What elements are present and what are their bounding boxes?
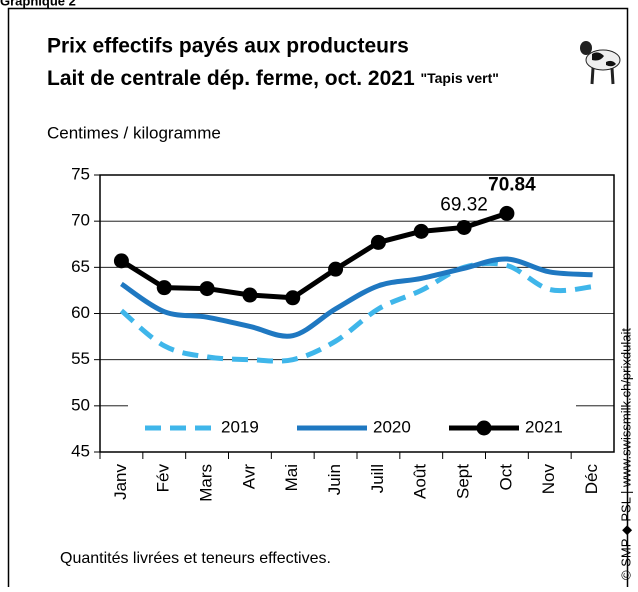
x-tick-label: Fév	[154, 464, 173, 493]
chart-subtitle: Lait de centrale dép. ferme, oct. 2021 "…	[47, 67, 499, 90]
series-line	[120, 256, 593, 339]
y-tick-label: 45	[71, 441, 90, 460]
subtitle-main: Lait de centrale dép. ferme, oct. 2021	[47, 67, 415, 90]
header: Graphique 2	[0, 0, 76, 8]
series-line	[120, 211, 508, 301]
legend-label: 2021	[525, 417, 563, 436]
y-tick-label: 50	[71, 395, 90, 414]
x-tick-label: Janv	[111, 464, 130, 500]
y-tick-label: 60	[71, 303, 90, 322]
marker	[199, 281, 215, 297]
x-tick-label: Déc	[582, 464, 601, 495]
x-tick-label: Juill	[368, 464, 387, 493]
frame	[7, 7, 629, 592]
y-tick-label: 55	[71, 349, 90, 368]
legend: 2019 2020 2021	[128, 405, 576, 445]
marker	[328, 261, 344, 277]
x-tick-label: Juin	[325, 464, 344, 495]
cow-icon	[580, 41, 621, 85]
x-tick-label: Août	[411, 464, 430, 499]
series-line	[119, 260, 593, 364]
source: © SMP ◆ PSL | www.swissmilk.ch/prixdulai…	[618, 328, 633, 580]
x-tick-label: Sept	[454, 464, 473, 499]
y-axis-label: Centimes / kilogramme	[47, 123, 221, 142]
marker	[370, 234, 386, 250]
x-tick-label: Nov	[539, 464, 558, 495]
marker	[242, 287, 258, 303]
y-tick-label: 70	[71, 211, 90, 230]
y-tick-label: 65	[71, 257, 90, 276]
legend-box	[128, 405, 576, 445]
marker	[456, 219, 472, 235]
data-label: 69.32	[440, 194, 488, 215]
footnote: Quantités livrées et teneurs effectives.	[60, 550, 331, 567]
data-label: 70.84	[488, 174, 536, 195]
marker	[413, 223, 429, 239]
marker	[285, 290, 301, 306]
legend-label: 2019	[221, 417, 259, 436]
y-tick-label: 75	[71, 164, 90, 183]
chart-title: Prix effectifs payés aux producteurs	[47, 35, 409, 58]
legend-marker	[476, 420, 492, 436]
marker	[113, 253, 129, 269]
x-tick-label: Mai	[282, 464, 301, 491]
legend-label: 2020	[373, 417, 411, 436]
x-tick-label: Mars	[197, 464, 216, 502]
x-tick-label: Avr	[239, 464, 258, 490]
subtitle-note: "Tapis vert"	[421, 70, 499, 86]
marker	[156, 280, 172, 296]
plot: 45 50 55 60 65 70 75 Janv Fév Mars Avr Mai Juin Juill…	[71, 164, 615, 502]
x-tick-label: Oct	[496, 464, 515, 491]
marker	[499, 205, 515, 221]
